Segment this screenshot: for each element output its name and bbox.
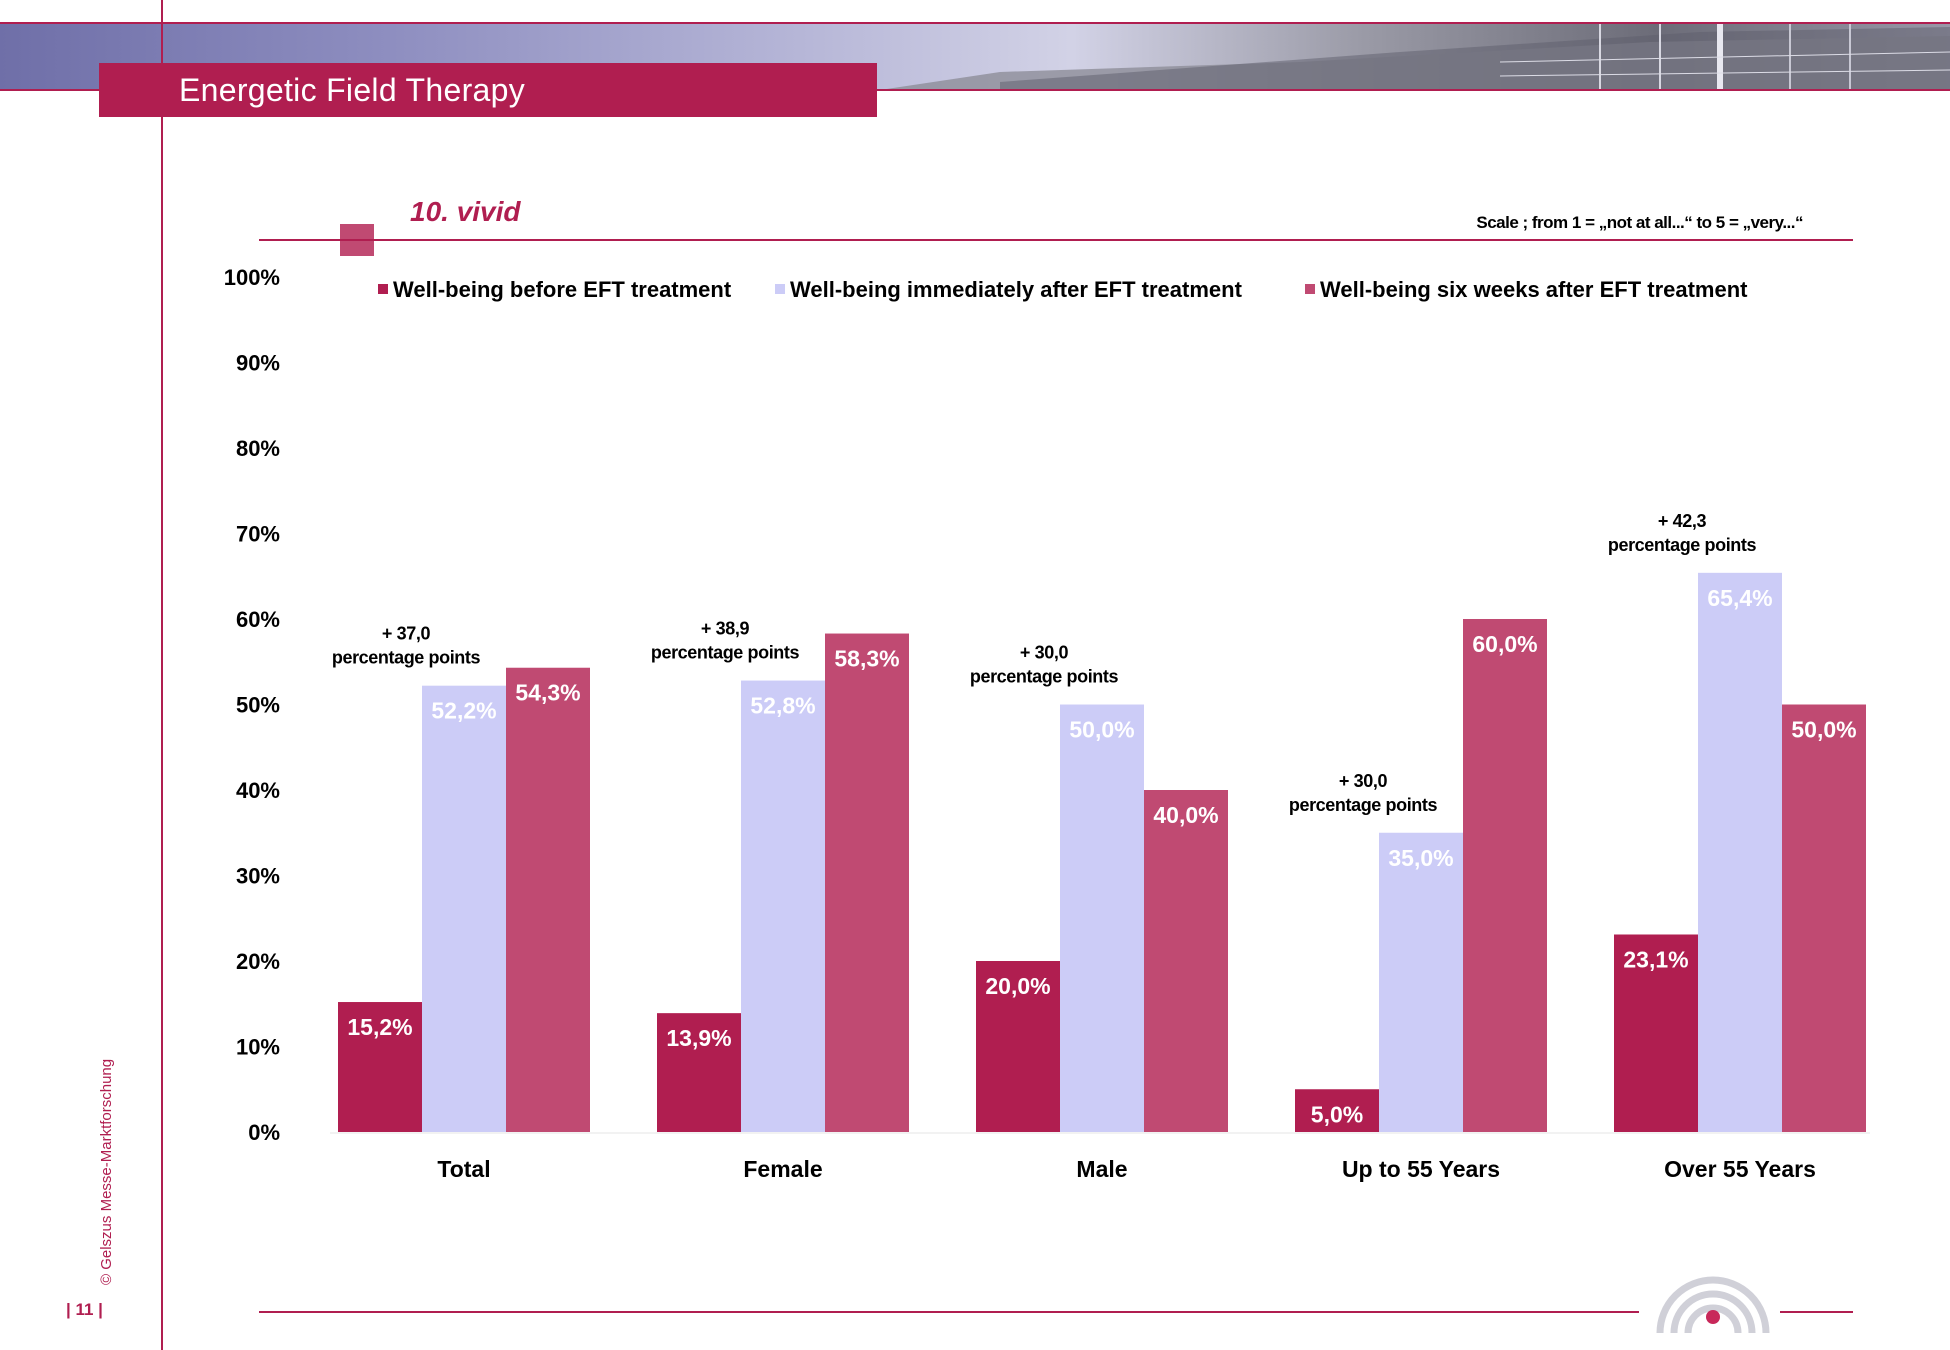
data-label: 5,0% xyxy=(1311,1101,1363,1127)
bar xyxy=(338,1002,422,1132)
data-label: 52,8% xyxy=(750,693,815,719)
legend-label: Well-being before EFT treatment xyxy=(393,277,732,302)
bar xyxy=(1463,619,1547,1132)
section-rule xyxy=(259,239,1853,241)
page-number: | 11 | xyxy=(66,1300,103,1319)
bar xyxy=(1144,790,1228,1132)
bar xyxy=(1295,1089,1379,1132)
legend-swatch xyxy=(378,284,388,294)
bar xyxy=(1782,704,1866,1132)
bar xyxy=(1698,572,1782,1132)
y-tick-label: 30% xyxy=(236,864,280,889)
data-label: 50,0% xyxy=(1791,717,1856,743)
annotation-label: + 42,3 xyxy=(1658,511,1707,531)
y-tick-label: 20% xyxy=(236,949,280,974)
bar xyxy=(741,680,825,1132)
copyright-note: © Gelszus Messe-Marktforschung xyxy=(98,1058,115,1285)
data-label: 50,0% xyxy=(1069,717,1134,743)
section-title: 10. vivid xyxy=(410,196,521,227)
data-label: 35,0% xyxy=(1388,845,1453,871)
data-label: 15,2% xyxy=(347,1014,412,1040)
legend-swatch xyxy=(1305,284,1315,294)
y-tick-label: 0% xyxy=(248,1120,280,1145)
building-graphic xyxy=(880,22,1950,90)
y-tick-label: 100% xyxy=(224,265,280,290)
bar xyxy=(976,961,1060,1132)
x-tick-label: Over 55 Years xyxy=(1664,1156,1816,1182)
left-vertical-rule xyxy=(161,0,163,1350)
page-title: Energetic Field Therapy xyxy=(179,72,526,108)
data-label: 65,4% xyxy=(1707,585,1772,611)
y-tick-label: 90% xyxy=(236,351,280,376)
bar xyxy=(1379,832,1463,1132)
company-logo-icon xyxy=(1656,1276,1770,1334)
annotation-label: + 37,0 xyxy=(382,624,431,644)
data-label: 23,1% xyxy=(1623,946,1688,972)
x-tick-label: Male xyxy=(1076,1156,1127,1182)
annotation-label: + 30,0 xyxy=(1020,643,1069,663)
footer-rule-left xyxy=(259,1311,1639,1313)
legend-swatch xyxy=(775,284,785,294)
y-tick-label: 10% xyxy=(236,1035,280,1060)
annotation-label: percentage points xyxy=(1608,535,1757,555)
y-tick-label: 40% xyxy=(236,778,280,803)
x-tick-label: Female xyxy=(743,1156,822,1182)
bar xyxy=(657,1013,741,1132)
bar xyxy=(1614,934,1698,1132)
data-label: 20,0% xyxy=(985,973,1050,999)
annotation-label: + 38,9 xyxy=(701,619,750,639)
bar xyxy=(422,685,506,1132)
data-label: 54,3% xyxy=(515,680,580,706)
legend-label: Well-being immediately after EFT treatme… xyxy=(790,277,1243,302)
data-label: 60,0% xyxy=(1472,631,1537,657)
y-tick-label: 70% xyxy=(236,522,280,547)
footer-rule-right xyxy=(1780,1311,1853,1313)
y-tick-label: 80% xyxy=(236,436,280,461)
banner-top-rule xyxy=(0,22,1950,24)
annotation-label: percentage points xyxy=(970,667,1119,687)
data-label: 58,3% xyxy=(834,646,899,672)
header-banner xyxy=(0,22,1950,90)
scale-note: Scale ; from 1 = „not at all...“ to 5 = … xyxy=(1476,213,1803,232)
y-tick-label: 50% xyxy=(236,693,280,718)
y-tick-label: 60% xyxy=(236,607,280,632)
data-label: 13,9% xyxy=(666,1025,731,1051)
x-tick-label: Total xyxy=(437,1156,490,1182)
bar xyxy=(1060,704,1144,1132)
legend-label: Well-being six weeks after EFT treatment xyxy=(1320,277,1748,302)
title-bar: Energetic Field Therapy xyxy=(99,63,877,117)
data-label: 40,0% xyxy=(1153,802,1218,828)
bar xyxy=(506,667,590,1132)
annotation-label: percentage points xyxy=(332,648,481,668)
annotation-label: percentage points xyxy=(1289,795,1438,815)
data-label: 52,2% xyxy=(431,698,496,724)
annotation-label: + 30,0 xyxy=(1339,771,1388,791)
banner-bottom-rule xyxy=(0,89,1950,91)
annotation-label: percentage points xyxy=(651,643,800,663)
bar xyxy=(825,633,909,1132)
x-tick-label: Up to 55 Years xyxy=(1342,1156,1500,1182)
